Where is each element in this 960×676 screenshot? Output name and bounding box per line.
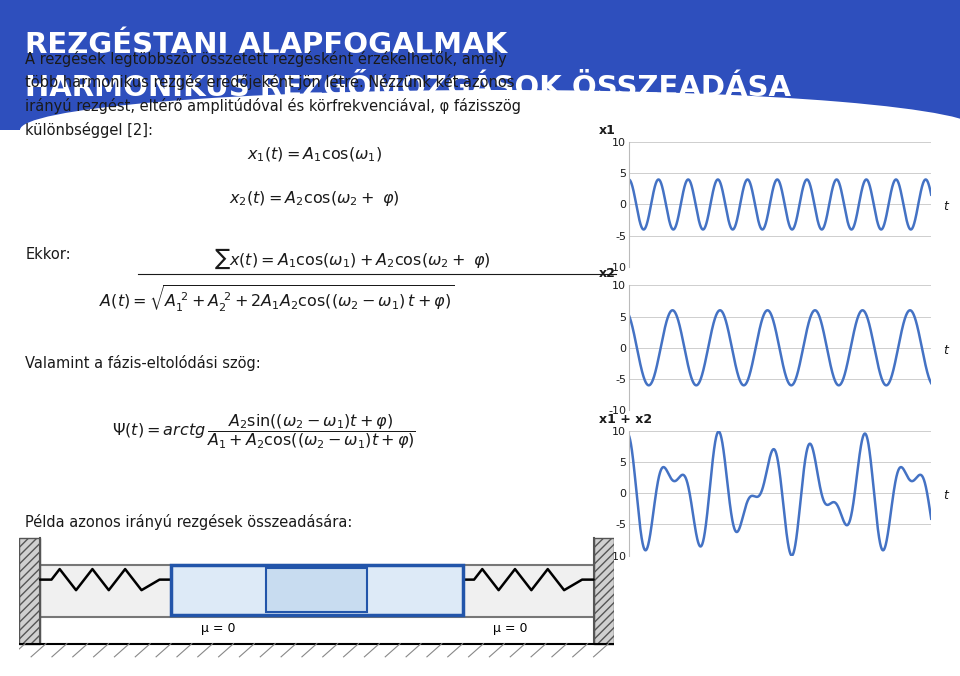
Text: t: t (944, 489, 948, 502)
Text: Példa azonos irányú rezgések összeadására:: Példa azonos irányú rezgések összeadásár… (25, 514, 352, 530)
Text: A rezgések legtöbbször összetett rezgésként érzékelhetők, amely
több harmonikus : A rezgések legtöbbször összetett rezgésk… (25, 51, 521, 138)
Bar (171, 564, 463, 615)
Bar (0, 0, 960, 130)
Text: Valamint a fázis-eltolódási szög:: Valamint a fázis-eltolódási szög: (25, 355, 261, 371)
Text: $x_2(t) = A_2\cos(\omega_2 +\ \varphi)$: $x_2(t) = A_2\cos(\omega_2 +\ \varphi)$ (229, 189, 399, 208)
Text: t: t (944, 201, 948, 214)
Bar (266, 569, 368, 612)
Text: x1 + x2: x1 + x2 (599, 412, 652, 426)
Text: $x_1(t) = A_1\cos(\omega_1)$: $x_1(t) = A_1\cos(\omega_1)$ (247, 145, 382, 164)
Text: μ = 0: μ = 0 (202, 622, 236, 635)
Text: Ekkor:: Ekkor: (25, 247, 71, 262)
Text: HARMONIKUS REZGŐMOZGÁSOK ÖSSZEADÁSA: HARMONIKUS REZGŐMOZGÁSOK ÖSSZEADÁSA (25, 74, 791, 102)
Text: x1: x1 (599, 124, 615, 137)
Ellipse shape (20, 90, 960, 170)
Bar (37, 564, 596, 617)
Text: t: t (944, 344, 948, 357)
Text: $A(t) = \sqrt{A_1^{\ 2} + A_2^{\ 2} + 2A_1A_2\cos((\omega_2 - \omega_1)\,t + \va: $A(t) = \sqrt{A_1^{\ 2} + A_2^{\ 2} + 2A… (99, 284, 454, 314)
Text: x2: x2 (599, 267, 615, 281)
Text: REZGÉSTANI ALAPFOGALMAK: REZGÉSTANI ALAPFOGALMAK (25, 31, 507, 59)
Text: $\sum x(t) = A_1\cos(\omega_1) + A_2\cos(\omega_2 +\ \varphi)$: $\sum x(t) = A_1\cos(\omega_1) + A_2\cos… (214, 247, 491, 271)
Text: μ = 0: μ = 0 (493, 622, 527, 635)
Text: $\Psi(t) = arctg\,\dfrac{A_2\sin((\omega_2 - \omega_1)t + \varphi)}{A_1 + A_2\co: $\Psi(t) = arctg\,\dfrac{A_2\sin((\omega… (112, 412, 416, 452)
Bar (19, 538, 40, 644)
Bar (593, 538, 614, 644)
